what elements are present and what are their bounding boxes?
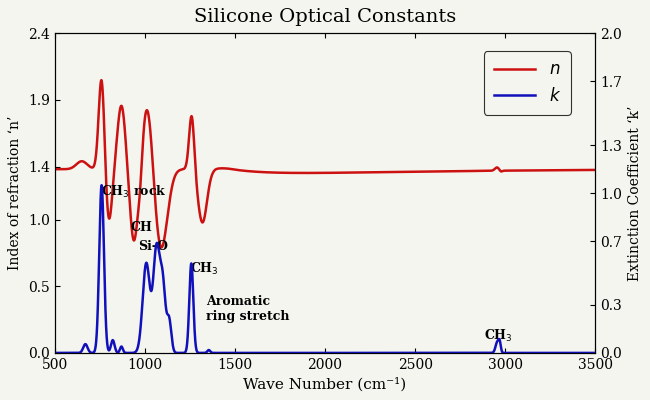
$k$ [78,348,86,353]
$k$ [98,183,105,188]
Text: Aromatic
ring stretch: Aromatic ring stretch [206,295,290,323]
$n$ [51,167,58,172]
$n$ [480,168,488,173]
$n$ [592,168,599,172]
X-axis label: Wave Number (cm⁻¹): Wave Number (cm⁻¹) [243,377,407,392]
$k$ [51,350,58,355]
Line: $n$: $n$ [55,80,595,248]
Legend: $n$, $k$: $n$, $k$ [484,51,571,115]
Text: CH$_3$ rock: CH$_3$ rock [101,184,166,200]
Text: Si-O: Si-O [138,240,168,253]
$k$ [452,350,460,355]
$k$ [370,350,378,355]
$n$ [98,78,105,82]
$k$ [592,350,599,355]
Text: CH: CH [130,221,152,234]
Line: $k$: $k$ [55,185,595,353]
Y-axis label: Index of refraction ‘n’: Index of refraction ‘n’ [8,116,22,270]
$n$ [370,170,378,175]
$k$ [246,350,254,355]
$k$ [281,350,289,355]
$n$ [157,245,165,250]
Y-axis label: Extinction Coefficient ‘k’: Extinction Coefficient ‘k’ [628,106,642,281]
$n$ [395,170,402,174]
$k$ [480,350,488,355]
$n$ [452,169,460,174]
Text: CH$_3$: CH$_3$ [484,328,513,344]
$n$ [78,159,86,164]
Text: CH$_3$: CH$_3$ [190,261,218,277]
$k$ [395,350,402,355]
$n$ [246,169,254,174]
Title: Silicone Optical Constants: Silicone Optical Constants [194,8,456,26]
